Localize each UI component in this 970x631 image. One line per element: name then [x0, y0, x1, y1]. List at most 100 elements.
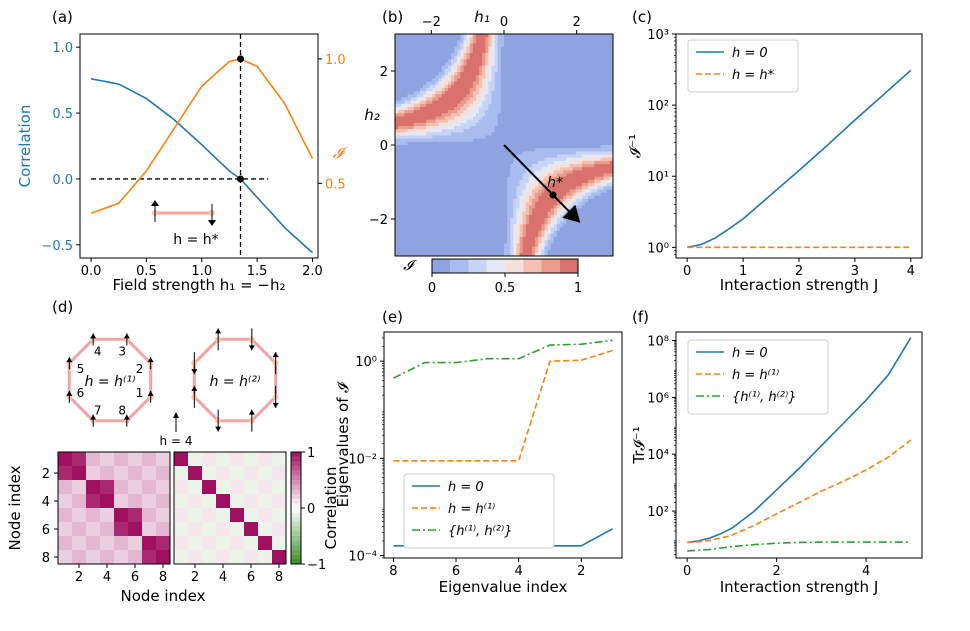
panel-b-cell — [404, 214, 408, 219]
panel-b-cell — [588, 53, 592, 57]
panel-b-cell — [500, 59, 505, 63]
panel-b-cell — [398, 122, 402, 127]
panel-b-cell — [407, 75, 411, 79]
panel-b-cell — [572, 243, 577, 247]
panel-b-cell — [398, 208, 402, 212]
panel-b-cell — [447, 246, 452, 251]
panel-b-cell — [544, 125, 548, 130]
panel-b-cell — [460, 97, 464, 101]
panel-b-cell — [544, 132, 548, 136]
panel-b-cell — [556, 148, 561, 152]
panel-b-cell — [563, 227, 567, 232]
panel-b-cell — [460, 192, 464, 197]
panel-b-cell — [588, 246, 592, 251]
panel-b-cell — [463, 148, 468, 152]
panel-a-inset-arrow-up — [151, 200, 159, 206]
panel-b-cell — [416, 252, 421, 256]
panel-b-cell — [494, 84, 499, 89]
panel-b-cell — [410, 170, 415, 174]
panel-b-cell — [547, 243, 552, 247]
panel-b-cell — [528, 160, 533, 165]
panel-b-cell — [432, 78, 436, 82]
panel-b-cell — [447, 214, 452, 219]
panel-b-cell — [482, 151, 486, 155]
panel-b-cell — [479, 46, 483, 51]
panel-b-cell — [609, 40, 613, 44]
panel-b-cell — [597, 179, 601, 184]
panel-b-cell — [494, 198, 499, 203]
panel-b-cell — [429, 116, 433, 121]
panel-b-cell — [516, 78, 520, 82]
panel-b-cell — [519, 252, 524, 256]
panel-b-colorbar-tick-label: 0.5 — [495, 281, 516, 296]
panel-b-cell — [560, 240, 564, 244]
panel-b-cell — [500, 94, 505, 98]
panel-b-cell — [463, 243, 468, 247]
panel-b-cell — [432, 192, 436, 197]
panel-b-cell — [538, 110, 542, 114]
panel-b-cell — [426, 154, 430, 159]
panel-b-cell — [522, 53, 527, 57]
panel-b-cell — [532, 227, 536, 232]
panel-b-cell — [538, 183, 542, 187]
panel-b-cell — [609, 249, 613, 254]
panel-b-cell — [410, 243, 415, 247]
panel-b-cell — [516, 43, 520, 48]
panel-b-cell — [463, 75, 468, 79]
panel-b-cell — [547, 78, 552, 82]
panel-b-cell — [528, 103, 533, 108]
panel-b-cell — [566, 154, 570, 159]
panel-b-cell — [532, 211, 536, 216]
panel-b-cell — [482, 243, 486, 247]
panel-b-cell — [429, 195, 433, 200]
panel-b-cell — [510, 65, 514, 70]
panel-b-cell — [469, 236, 474, 241]
panel-b-cell — [522, 167, 527, 171]
panel-b-cell — [500, 154, 505, 159]
panel-b-cell — [500, 40, 505, 44]
panel-b-cell — [606, 202, 611, 206]
panel-b-cell — [444, 236, 449, 241]
panel-b-cell — [588, 59, 592, 63]
panel-b-cell — [591, 113, 595, 117]
panel-a-y2-tick-label: 0.5 — [325, 177, 346, 192]
panel-b-cell — [426, 170, 430, 174]
panel-b-cell — [460, 119, 464, 124]
panel-b-cell — [507, 183, 511, 187]
panel-b-cell — [578, 192, 583, 197]
panel-b-cell — [507, 122, 511, 127]
panel-b-cell — [457, 138, 461, 143]
panel-b-cell — [438, 236, 443, 241]
panel-b-cell — [541, 110, 545, 114]
panel-b-cell — [423, 103, 427, 108]
panel-b-cell — [528, 195, 533, 200]
panel-b-cell — [410, 208, 415, 212]
panel-b-cell — [544, 167, 548, 171]
panel-b-cell — [488, 160, 492, 165]
panel-b-cell — [500, 186, 505, 190]
panel-b-cell — [553, 145, 558, 149]
panel-b-cell — [482, 148, 486, 152]
panel-b-cell — [444, 94, 449, 98]
panel-b-cell — [569, 53, 573, 57]
panel-b-cell — [494, 106, 499, 111]
panel-b-cell — [432, 40, 436, 44]
panel-b-cell — [560, 106, 564, 111]
panel-b-cell — [519, 217, 524, 222]
panel-b-cell — [532, 179, 536, 184]
panel-b-cell — [594, 46, 598, 51]
panel-b-cell — [584, 205, 589, 209]
panel-b-cell — [556, 81, 561, 86]
panel-b-cell — [451, 110, 455, 114]
panel-b-cell — [566, 202, 570, 206]
panel-b-cell — [472, 59, 477, 63]
panel-b-cell — [553, 119, 558, 124]
panel-b-cell — [410, 224, 415, 228]
panel-b-cell — [569, 116, 573, 121]
panel-b-cell — [463, 233, 468, 238]
panel-b-cell — [479, 179, 483, 184]
panel-b-cell — [432, 97, 436, 101]
panel-b-cell — [500, 97, 505, 101]
panel-b-cell — [572, 59, 577, 63]
panel-b-cell — [494, 103, 499, 108]
